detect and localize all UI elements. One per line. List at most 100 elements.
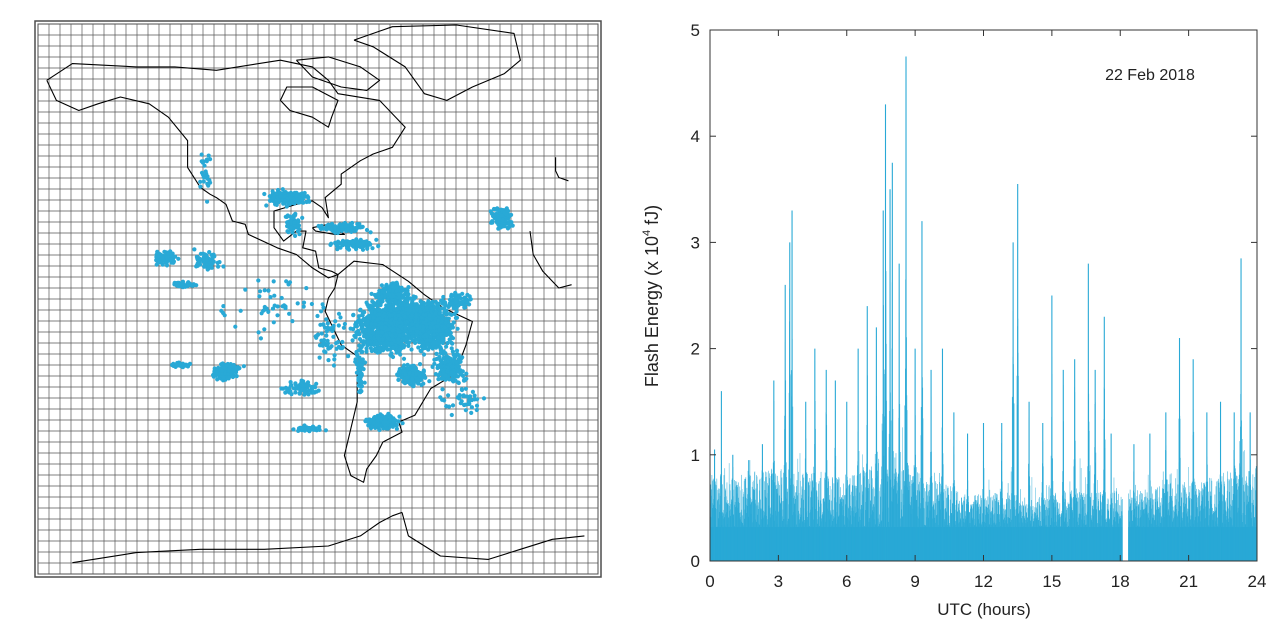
flash-point — [407, 308, 412, 313]
flash-point — [372, 335, 377, 341]
flash-point — [442, 398, 447, 403]
flash-point — [319, 309, 324, 314]
flash-point — [392, 281, 397, 286]
flash-point — [370, 424, 375, 429]
flash-point — [268, 295, 273, 300]
flash-point — [447, 377, 452, 382]
flash-point — [322, 325, 328, 330]
flash-point — [257, 294, 262, 299]
coastline-hudson-bay — [279, 86, 339, 128]
flash-location-map — [34, 20, 602, 578]
flash-point — [488, 209, 493, 214]
flash-point — [329, 241, 334, 246]
flash-point — [451, 320, 456, 325]
flash-point — [351, 327, 356, 332]
flash-point — [363, 327, 368, 332]
flash-point — [291, 386, 296, 391]
flash-point — [438, 362, 443, 367]
flash-point — [335, 340, 341, 345]
flash-point — [360, 357, 365, 362]
flash-point — [414, 375, 419, 380]
flash-point — [267, 198, 273, 203]
flash-point — [312, 427, 317, 432]
flash-energy-bars — [709, 56, 1258, 561]
flash-point — [499, 213, 504, 218]
flash-point — [401, 356, 407, 361]
flash-point — [319, 223, 324, 228]
flash-point — [264, 203, 269, 208]
flash-point — [379, 330, 385, 335]
flash-point — [256, 278, 261, 283]
flash-cluster-9 — [262, 187, 312, 209]
flash-point — [315, 313, 320, 319]
flash-point — [369, 322, 374, 327]
flash-point — [191, 283, 196, 288]
flash-cluster-21 — [313, 302, 351, 368]
flash-point — [258, 336, 263, 341]
flash-point — [325, 341, 330, 346]
flash-point — [433, 372, 438, 377]
flash-point — [346, 226, 351, 231]
flash-point — [346, 247, 352, 252]
flash-point — [442, 351, 447, 356]
flash-point — [338, 222, 343, 227]
flash-point — [372, 310, 377, 315]
flash-point — [324, 317, 329, 322]
flash-point — [396, 419, 401, 424]
flash-point — [266, 288, 271, 293]
flash-energy-chart-panel: 0 3 6 9 12 15 18 21 24 0 1 2 3 4 5 22 Feb 2018 UTC (ho… — [630, 10, 1270, 630]
flash-point — [438, 358, 443, 363]
flash-point — [449, 292, 454, 297]
flash-point — [402, 314, 407, 319]
flash-point — [391, 345, 396, 350]
flash-point — [410, 299, 415, 304]
flash-point — [301, 300, 307, 305]
flash-point — [436, 335, 441, 340]
flash-cluster-11 — [316, 220, 373, 236]
flash-point — [443, 302, 448, 307]
flash-point — [396, 337, 401, 342]
flash-point — [357, 348, 362, 353]
flash-point — [390, 424, 395, 429]
flash-point — [368, 303, 373, 308]
flash-cluster-19 — [279, 378, 321, 397]
flash-point — [450, 377, 455, 382]
flash-point — [287, 311, 292, 316]
flash-point — [445, 341, 450, 346]
flash-point — [369, 291, 374, 296]
flash-point — [291, 213, 297, 218]
flash-point — [357, 308, 363, 313]
flash-point — [384, 426, 389, 431]
flash-point — [460, 300, 465, 306]
flash-point — [331, 334, 336, 339]
flash-point — [372, 302, 377, 307]
flash-point — [358, 371, 363, 376]
flash-point — [234, 366, 239, 371]
flash-point — [299, 378, 304, 383]
flash-point — [404, 375, 410, 380]
flash-point — [450, 349, 455, 354]
flash-point — [459, 399, 464, 404]
flash-point — [180, 285, 185, 290]
flash-point — [390, 328, 395, 333]
flash-point — [433, 311, 438, 316]
flash-point — [430, 321, 436, 326]
flash-point — [396, 292, 401, 297]
flash-point — [437, 307, 442, 312]
flash-point — [324, 333, 329, 338]
flash-point — [499, 207, 504, 212]
flash-point — [261, 308, 266, 313]
flash-point — [454, 360, 459, 365]
flash-point — [394, 289, 399, 294]
flash-cluster-15 — [192, 247, 226, 272]
flash-point — [425, 301, 430, 306]
flash-point — [345, 223, 350, 228]
flash-point — [341, 325, 346, 330]
flash-point — [290, 230, 295, 235]
flash-point — [304, 286, 309, 291]
flash-point — [333, 240, 338, 245]
flash-point — [271, 193, 276, 198]
flash-point — [432, 305, 437, 310]
flash-point — [415, 322, 420, 328]
flash-point — [172, 282, 177, 287]
